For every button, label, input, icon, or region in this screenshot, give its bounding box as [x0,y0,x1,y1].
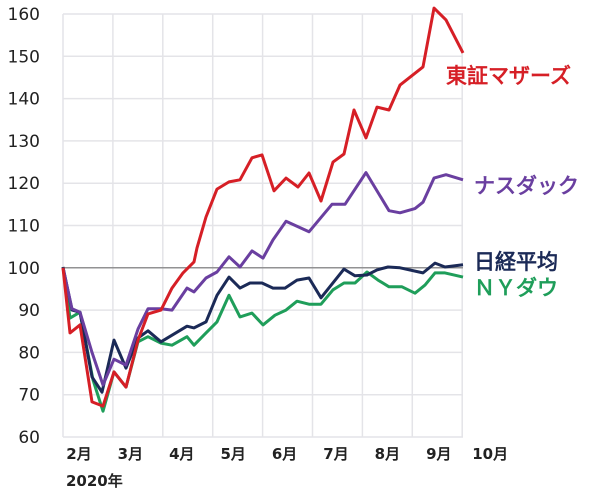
y-tick-label: 100 [8,259,40,279]
y-axis: 60 70 80 90 100 110 120 130 140 150 160 [8,5,40,448]
y-tick-label: 130 [8,132,40,152]
x-tick-label: 7月 [323,445,348,463]
y-tick-label: 80 [18,343,40,363]
x-tick-label: 2月 [66,445,91,463]
series-label-nikkei: 日経平均 [474,250,558,274]
y-tick-label: 70 [18,386,40,406]
y-tick-label: 110 [8,217,40,237]
series-lines [61,6,465,413]
x-tick-label: 5月 [220,445,245,463]
y-tick-label: 140 [8,90,40,110]
x-axis: 2月 3月 4月 5月 6月 7月 8月 9月 10月 [66,445,508,463]
series-label-nydow: ＮＹダウ [474,276,558,300]
series-label-mothers: 東証マザーズ [446,64,571,88]
x-tick-label: 3月 [118,445,143,463]
y-tick-label: 160 [8,5,40,25]
y-tick-label: 60 [18,428,40,448]
grid [62,13,463,438]
y-tick-label: 90 [18,301,40,321]
x-tick-label: 8月 [375,445,400,463]
series-line-mothers [61,6,465,408]
y-tick-label: 120 [8,174,40,194]
x-tick-label: 4月 [169,445,194,463]
x-tick-label: 10月 [472,445,508,463]
year-label: 2020年 [66,472,123,490]
x-tick-label: 9月 [426,445,451,463]
y-tick-label: 150 [8,47,40,67]
series-label-nasdaq: ナスダック [474,174,579,198]
series-line-nasdaq [61,171,464,387]
series-line-nikkei [61,261,464,394]
x-tick-label: 6月 [272,445,297,463]
